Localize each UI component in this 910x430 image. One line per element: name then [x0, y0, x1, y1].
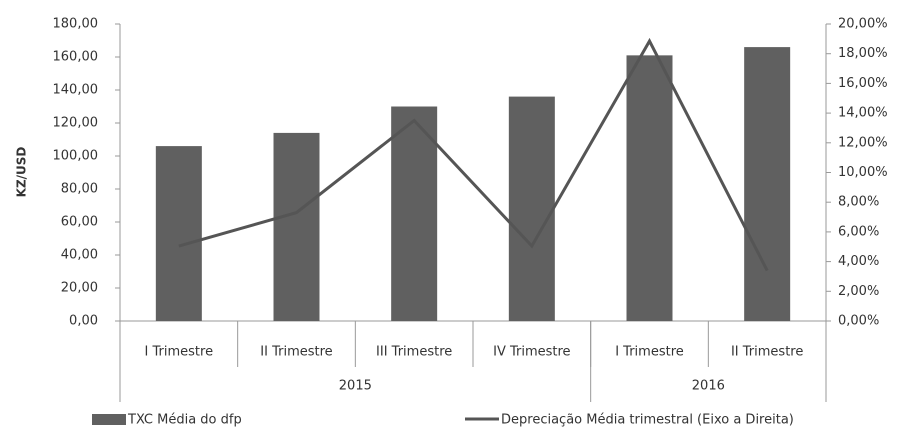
bar	[273, 132, 320, 321]
y2-tick-label: 20,00%	[838, 17, 888, 32]
bar	[508, 96, 555, 321]
bar	[391, 106, 438, 321]
y2-tick-label: 2,00%	[838, 284, 879, 299]
x-tick-label: IV Trimestre	[493, 345, 570, 360]
y2-tick-label: 18,00%	[838, 46, 888, 61]
x-tick-label: II Trimestre	[731, 345, 803, 360]
y-tick-label: 0,00	[69, 314, 98, 329]
x-group-label: 2015	[339, 379, 372, 394]
y-tick-label: 60,00	[61, 215, 98, 230]
y2-tick-label: 0,00%	[838, 314, 879, 329]
x-tick-label: I Trimestre	[615, 345, 684, 360]
y-tick-label: 40,00	[61, 248, 98, 263]
y2-tick-label: 8,00%	[838, 195, 879, 210]
x-group-label: 2016	[692, 379, 725, 394]
y-tick-label: 100,00	[53, 149, 99, 164]
y-tick-label: 80,00	[61, 182, 98, 197]
y2-tick-label: 14,00%	[838, 106, 888, 121]
line	[178, 37, 769, 272]
x-tick-label: III Trimestre	[376, 345, 452, 360]
y-tick-label: 20,00	[61, 281, 98, 296]
y-axis-label: KZ/USD	[15, 147, 29, 198]
y2-tick-label: 16,00%	[838, 76, 888, 91]
bar	[155, 146, 202, 321]
y-tick-label: 140,00	[53, 83, 99, 98]
legend-label: Depreciação Média trimestral (Eixo a Dir…	[501, 413, 794, 428]
x-tick-label: II Trimestre	[260, 345, 332, 360]
x-tick-label: I Trimestre	[145, 345, 214, 360]
y-tick-label: 160,00	[53, 50, 99, 65]
y-tick-label: 180,00	[53, 17, 99, 32]
y-tick-label: 120,00	[53, 116, 99, 131]
y2-tick-label: 4,00%	[838, 254, 879, 269]
y2-tick-label: 6,00%	[838, 224, 879, 239]
y2-tick-label: 12,00%	[838, 135, 888, 150]
bar	[626, 55, 673, 321]
legend-swatch	[92, 414, 126, 425]
legend-label: TXC Média do dfp	[127, 413, 242, 428]
y2-tick-label: 10,00%	[838, 165, 888, 180]
bar	[744, 47, 791, 321]
